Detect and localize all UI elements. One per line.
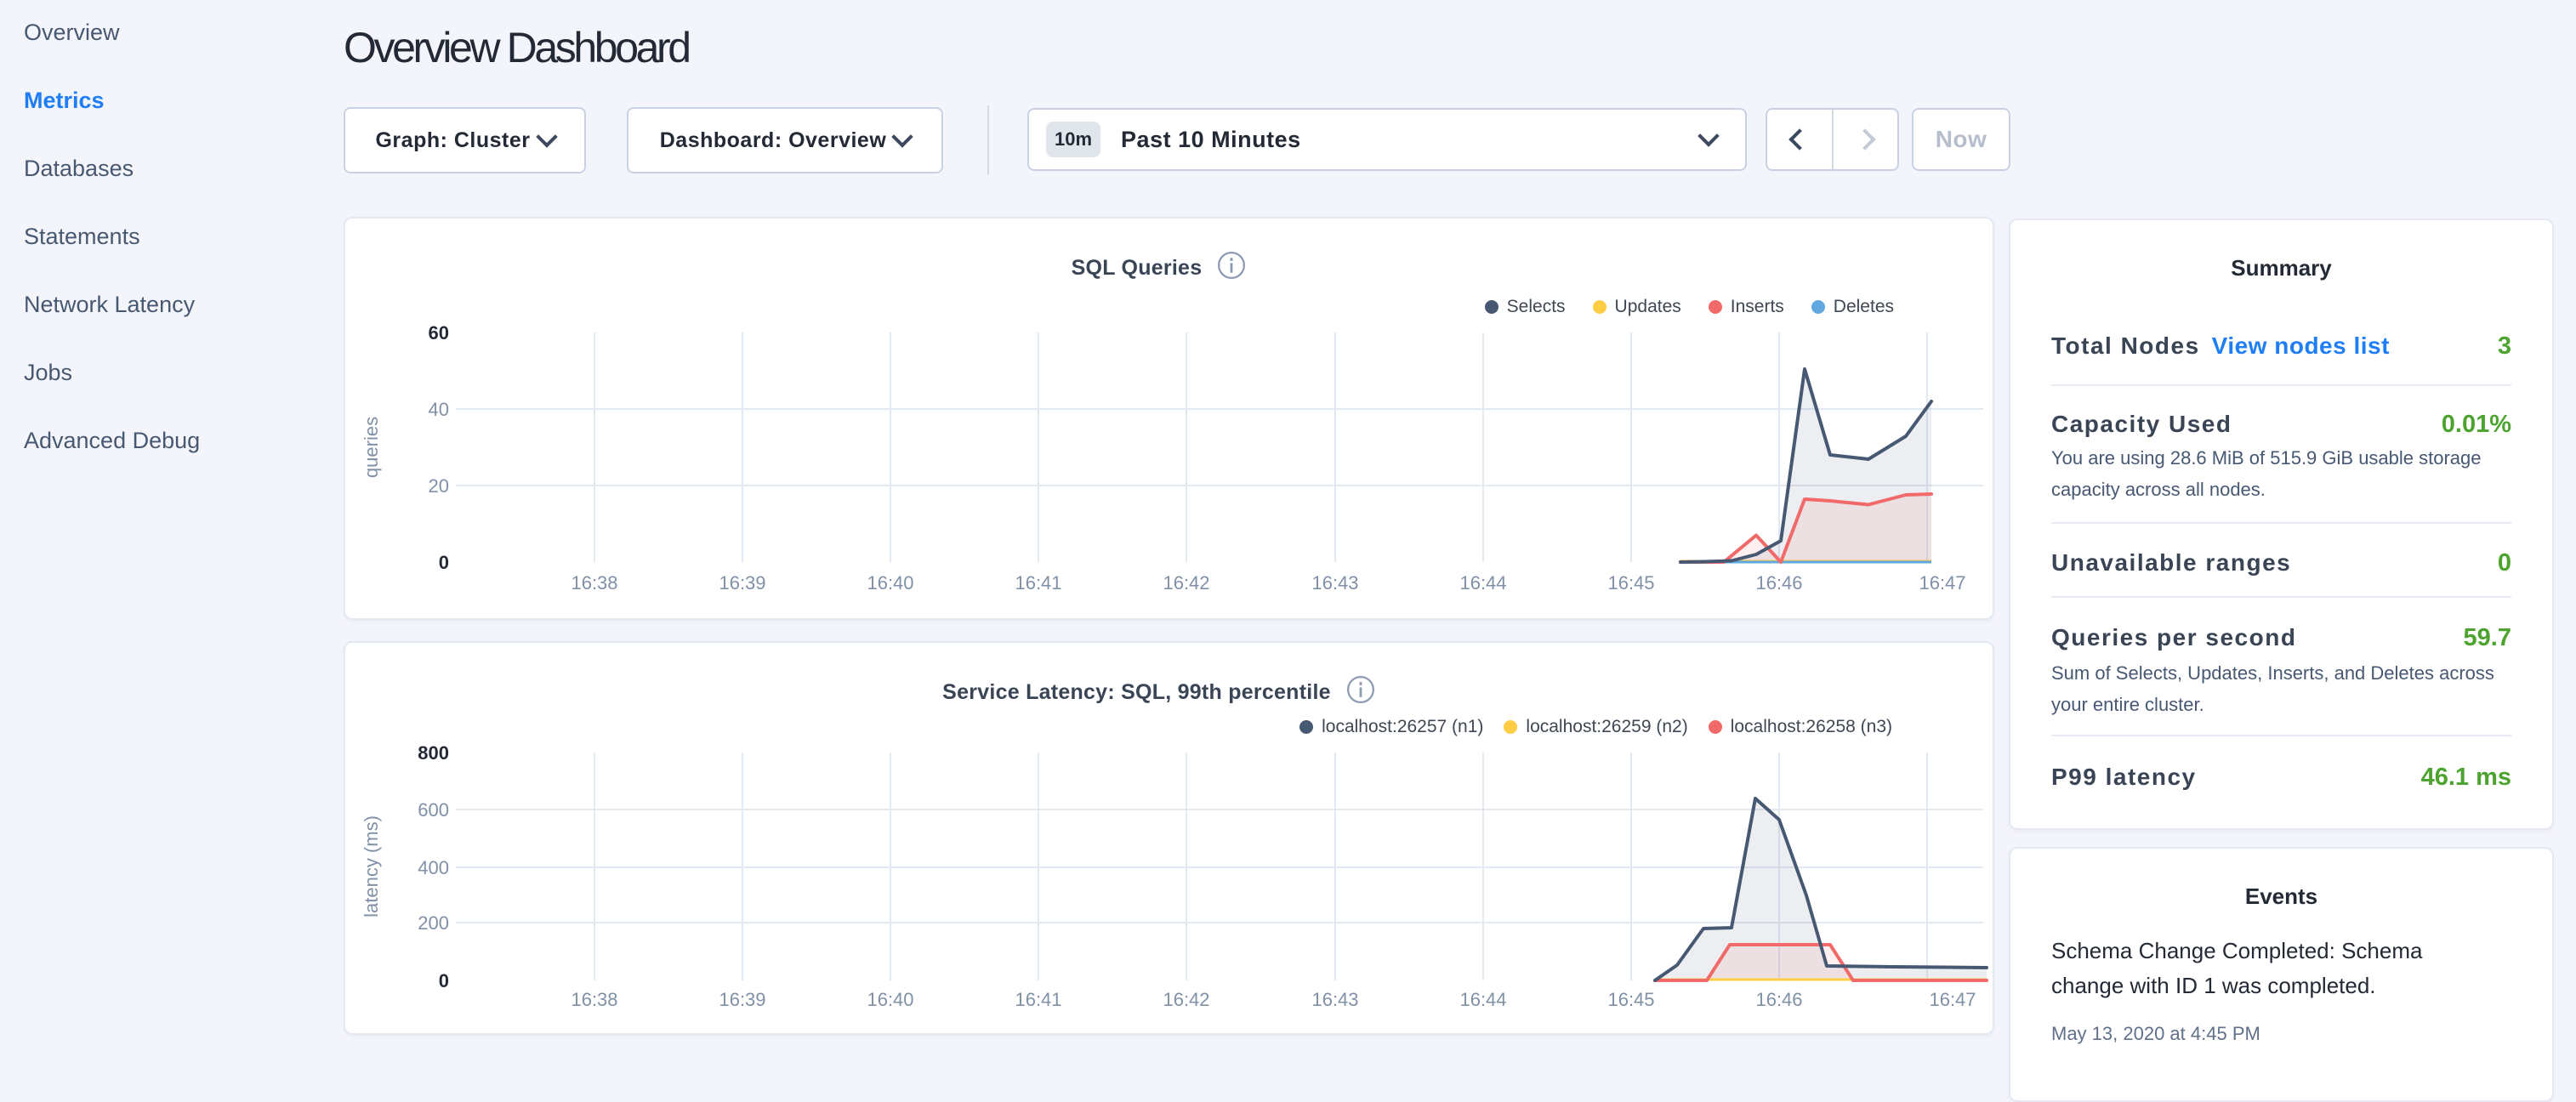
svg-text:16:39: 16:39	[719, 989, 765, 1010]
svg-text:16:47: 16:47	[1929, 989, 1976, 1010]
svg-text:16:42: 16:42	[1163, 572, 1209, 594]
svg-text:0: 0	[439, 552, 449, 573]
svg-text:16:42: 16:42	[1163, 989, 1209, 1010]
svg-text:600: 600	[418, 799, 449, 821]
svg-text:400: 400	[418, 857, 449, 878]
svg-text:200: 200	[418, 912, 449, 934]
svg-text:16:43: 16:43	[1311, 572, 1358, 594]
svg-text:16:43: 16:43	[1311, 989, 1358, 1010]
svg-text:16:46: 16:46	[1755, 989, 1802, 1010]
svg-text:16:41: 16:41	[1015, 989, 1061, 1010]
svg-text:16:39: 16:39	[719, 572, 765, 594]
svg-text:20: 20	[429, 475, 449, 497]
svg-text:16:47: 16:47	[1919, 572, 1965, 594]
svg-text:16:38: 16:38	[571, 572, 617, 594]
svg-text:800: 800	[418, 742, 449, 764]
svg-text:16:38: 16:38	[571, 989, 617, 1010]
svg-text:40: 40	[429, 399, 449, 420]
svg-text:16:45: 16:45	[1607, 572, 1654, 594]
svg-text:16:40: 16:40	[867, 989, 913, 1010]
svg-text:0: 0	[439, 970, 449, 991]
svg-text:16:41: 16:41	[1015, 572, 1061, 594]
svg-text:latency (ms): latency (ms)	[361, 815, 382, 917]
svg-text:60: 60	[429, 322, 449, 344]
svg-text:queries: queries	[361, 417, 382, 478]
svg-text:16:40: 16:40	[867, 572, 913, 594]
svg-text:16:44: 16:44	[1459, 989, 1506, 1010]
svg-text:16:46: 16:46	[1755, 572, 1802, 594]
svg-text:16:45: 16:45	[1607, 989, 1654, 1010]
svg-text:16:44: 16:44	[1459, 572, 1506, 594]
